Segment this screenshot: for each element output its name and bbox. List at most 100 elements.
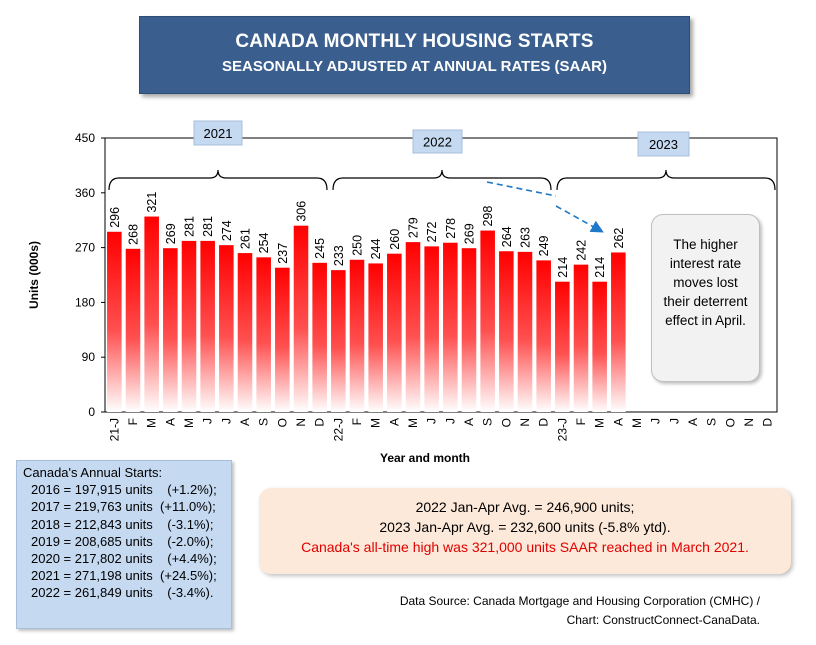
bar <box>517 251 533 412</box>
bar <box>275 267 290 412</box>
category-label: N <box>294 418 308 427</box>
data-label: 214 <box>556 257 570 278</box>
bar <box>499 251 514 412</box>
averages-box: 2022 Jan-Apr Avg. = 246,900 units; 2023 … <box>259 488 791 574</box>
data-label: 237 <box>276 243 290 264</box>
data-label: 250 <box>351 235 365 256</box>
bar <box>293 225 309 412</box>
category-label: 21-J <box>107 418 121 441</box>
data-label: 260 <box>388 229 402 250</box>
x-axis-label: Year and month <box>380 451 470 465</box>
category-label: M <box>145 418 159 428</box>
bar <box>181 240 197 412</box>
data-label: 306 <box>295 201 309 222</box>
data-label: 261 <box>239 228 253 249</box>
bar <box>144 216 159 412</box>
year-bracket <box>108 169 328 191</box>
chart-title-banner: CANADA MONTHLY HOUSING STARTS SEASONALLY… <box>139 16 690 94</box>
category-label: D <box>313 418 327 427</box>
category-label: J <box>201 418 215 424</box>
data-source-line: Data Source: Canada Mortgage and Housing… <box>399 594 760 608</box>
annual-starts-row: 2022 = 261,849 units (-3.4%). <box>31 585 214 601</box>
annual-starts-row: 2019 = 208,685 units (-2.0%); <box>31 533 214 549</box>
category-label: F <box>350 418 364 425</box>
chart-title: CANADA MONTHLY HOUSING STARTS <box>235 31 594 52</box>
category-label: M <box>630 418 644 428</box>
data-label: 279 <box>407 217 421 238</box>
annual-starts-box: Canada's Annual Starts: 2016 = 197,915 u… <box>16 460 232 629</box>
data-label: 268 <box>127 224 141 245</box>
category-label: M <box>182 418 196 428</box>
bar <box>200 240 215 412</box>
bar <box>125 248 141 412</box>
data-label: 281 <box>183 216 197 237</box>
bar <box>536 260 551 412</box>
category-label: O <box>499 418 513 427</box>
category-label: F <box>126 418 140 425</box>
bar <box>368 263 383 412</box>
year-bracket <box>332 169 552 191</box>
category-label: J <box>425 418 439 424</box>
category-label: A <box>387 418 401 426</box>
bar <box>163 248 178 412</box>
bar <box>461 248 477 412</box>
data-label: 233 <box>332 245 346 266</box>
y-tick-label: 90 <box>82 350 96 364</box>
data-label: 214 <box>593 257 607 278</box>
category-label: S <box>705 418 719 426</box>
bar <box>219 245 234 412</box>
category-label: S <box>481 418 495 426</box>
y-tick-label: 180 <box>75 295 95 309</box>
category-label: N <box>742 418 756 427</box>
data-label: 281 <box>201 216 215 237</box>
y-axis-label: Units (000s) <box>27 241 41 309</box>
data-label: 262 <box>612 228 626 249</box>
data-label: 296 <box>108 207 122 228</box>
chart-subtitle: SEASONALLY ADJUSTED AT ANNUAL RATES (SAA… <box>221 58 608 75</box>
year-label: 2021 <box>204 126 233 141</box>
trend-arrow-segment <box>486 181 557 197</box>
chart-credit-line: Chart: ConstructConnect-CanaData. <box>566 613 760 627</box>
category-label: 23-J <box>555 418 569 441</box>
data-label: 278 <box>444 218 458 239</box>
data-label: 245 <box>313 238 327 259</box>
year-label: 2022 <box>423 135 452 150</box>
category-label: O <box>723 418 737 427</box>
y-tick-label: 0 <box>88 405 95 419</box>
data-label: 244 <box>369 239 383 260</box>
data-label: 242 <box>575 240 589 261</box>
bar <box>387 253 402 412</box>
bar <box>611 252 626 412</box>
bar <box>349 259 365 412</box>
year-label-box <box>193 120 243 146</box>
y-tick-label: 270 <box>75 241 95 255</box>
category-label: 22-J <box>331 418 345 441</box>
data-label: 269 <box>164 223 178 244</box>
category-label: A <box>686 418 700 426</box>
category-label: A <box>163 418 177 426</box>
annual-starts-row: 2020 = 217,802 units (+4.4%); <box>31 551 217 567</box>
year-label-box <box>412 129 463 154</box>
data-label: 298 <box>481 206 495 227</box>
category-label: J <box>667 418 681 424</box>
bar <box>256 257 271 412</box>
bar <box>480 230 495 412</box>
annual-starts-row: 2017 = 219,763 units (+11.0%); <box>31 499 216 515</box>
annual-starts-heading: Canada's Annual Starts: <box>23 465 163 480</box>
year-bracket <box>556 169 776 191</box>
data-label: 321 <box>145 192 159 213</box>
data-label: 263 <box>519 227 533 248</box>
category-label: A <box>462 418 476 426</box>
bar <box>331 270 346 412</box>
data-label: 254 <box>257 232 271 253</box>
trend-arrow <box>555 205 604 233</box>
year-label-box <box>637 131 690 157</box>
category-label: A <box>238 418 252 426</box>
bar <box>443 242 458 412</box>
bar <box>592 281 607 412</box>
category-label: M <box>369 418 383 428</box>
data-label: 274 <box>220 220 234 241</box>
category-label: J <box>649 418 663 424</box>
annotation-note: The higher interest rate moves lost thei… <box>651 214 760 382</box>
